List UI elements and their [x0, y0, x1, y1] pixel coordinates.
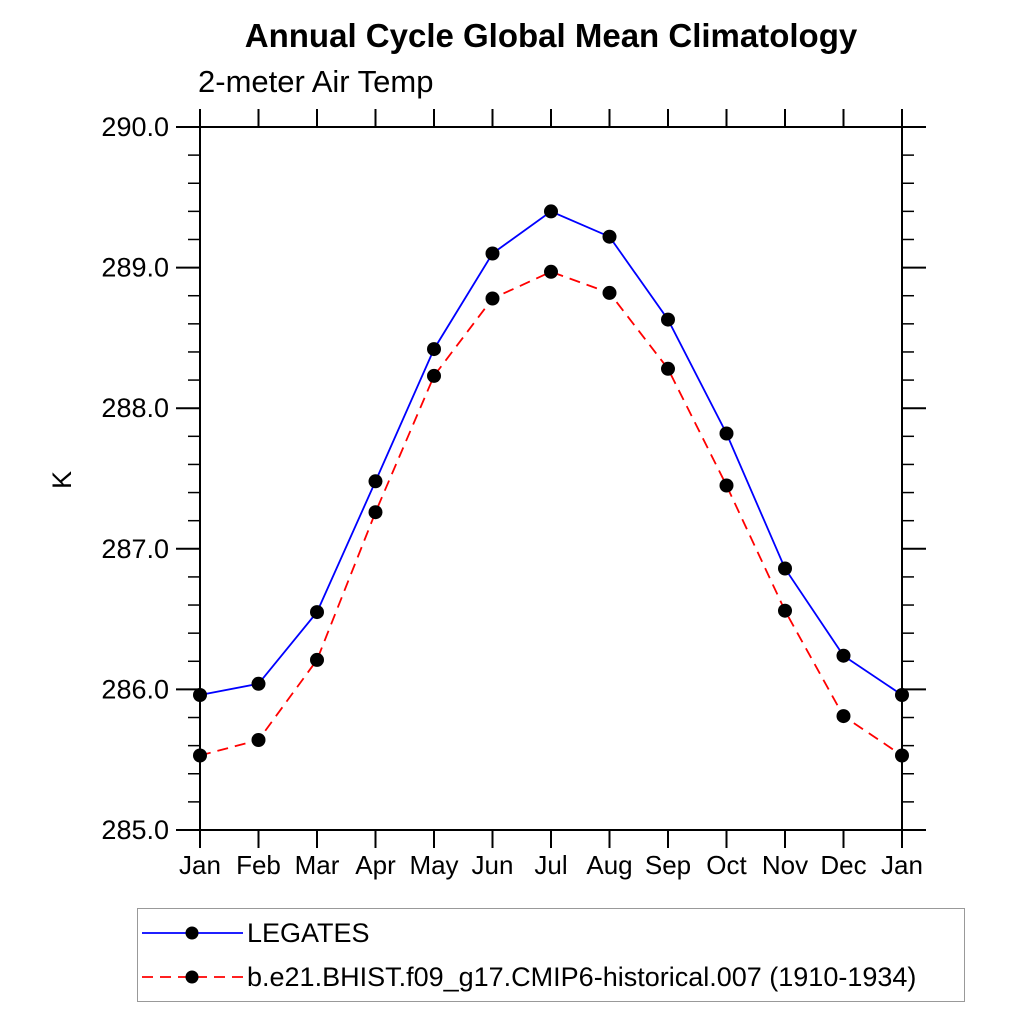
svg-text:Aug: Aug	[586, 850, 632, 880]
svg-text:287.0: 287.0	[101, 534, 169, 564]
svg-text:285.0: 285.0	[101, 815, 169, 845]
legend-item-model: b.e21.BHIST.f09_g17.CMIP6-historical.007…	[138, 956, 964, 998]
svg-text:Oct: Oct	[706, 850, 747, 880]
legend-item-legates: LEGATES	[138, 912, 964, 954]
chart-subtitle: 2-meter Air Temp	[198, 64, 434, 99]
legend: LEGATES b.e21.BHIST.f09_g17.CMIP6-histor…	[137, 908, 965, 1002]
svg-text:Apr: Apr	[355, 850, 396, 880]
page-title: Annual Cycle Global Mean Climatology	[244, 17, 858, 54]
svg-text:288.0: 288.0	[101, 393, 169, 423]
legend-line-dashed-dot-icon	[142, 970, 243, 984]
svg-text:289.0: 289.0	[101, 253, 169, 283]
svg-text:Dec: Dec	[820, 850, 866, 880]
svg-text:Feb: Feb	[236, 850, 281, 880]
svg-text:Nov: Nov	[762, 850, 808, 880]
legend-line-solid-dot-icon	[142, 926, 243, 940]
svg-text:286.0: 286.0	[101, 674, 169, 704]
svg-text:Sep: Sep	[645, 850, 691, 880]
svg-text:Mar: Mar	[295, 850, 340, 880]
legend-label-model: b.e21.BHIST.f09_g17.CMIP6-historical.007…	[247, 961, 917, 992]
svg-text:Jul: Jul	[534, 850, 567, 880]
svg-text:Jan: Jan	[881, 850, 923, 880]
svg-text:Jun: Jun	[472, 850, 514, 880]
svg-text:290.0: 290.0	[101, 112, 169, 142]
svg-text:Jan: Jan	[179, 850, 221, 880]
svg-text:May: May	[409, 850, 458, 880]
legend-label-legates: LEGATES	[247, 917, 370, 948]
